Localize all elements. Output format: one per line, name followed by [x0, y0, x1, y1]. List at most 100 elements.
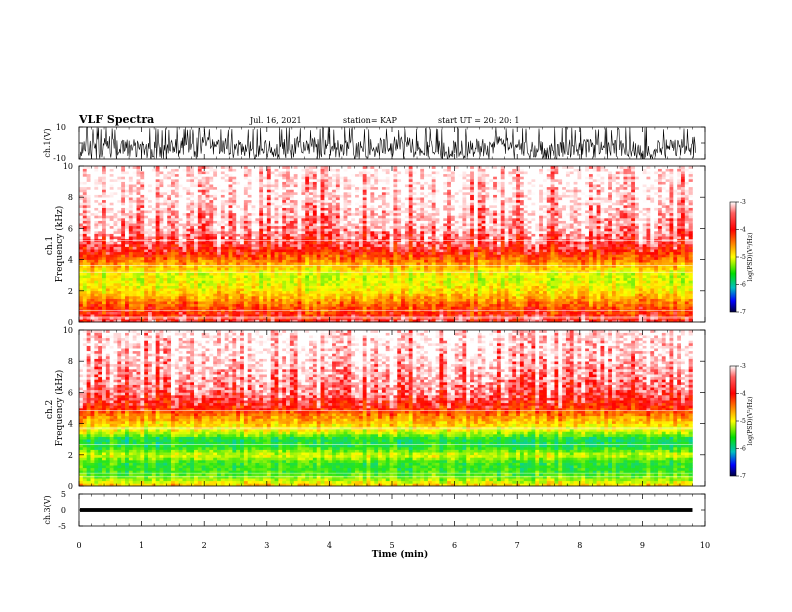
- ch1-spectrogram-cell: [470, 298, 475, 302]
- ch1-spectrogram-cell: [289, 257, 295, 260]
- ch1-spectrogram-cell: [404, 275, 410, 279]
- ch1-spectrogram-cell: [600, 251, 605, 255]
- ch1-spectrogram-cell: [301, 303, 306, 307]
- ch1-spectrogram-cell: [424, 251, 429, 255]
- ch1-spectrogram-cell: [140, 270, 145, 273]
- ch1-spectrogram-cell: [657, 314, 663, 318]
- ch1-spectrogram-cell: [293, 280, 298, 284]
- ch1-spectrogram-cell: [431, 262, 436, 266]
- ch1-spectrogram-cell: [485, 298, 490, 302]
- ch1-spectrogram-cell: [309, 249, 314, 253]
- ch1-spectrogram-cell: [247, 314, 252, 318]
- ch1-spectrogram-cell: [201, 259, 206, 263]
- ch1-spectrogram-cell: [201, 267, 206, 271]
- ch1-spectrogram-cell: [128, 259, 133, 263]
- ch1-spectrogram-cell: [604, 264, 609, 268]
- ch1-spectrogram-cell: [370, 249, 375, 253]
- ch1-spectrogram-cell: [217, 241, 222, 245]
- ch1-spectrogram-cell: [155, 277, 160, 281]
- ch1-spectrogram-cell: [289, 264, 295, 268]
- ch1-spectrogram-cell: [447, 249, 452, 253]
- ch1-spectrogram-cell: [385, 314, 390, 318]
- ch1-spectrogram-cell: [171, 277, 176, 281]
- ch1-spectrogram-cell: [197, 277, 202, 281]
- ch1-spectrogram-cell: [573, 262, 578, 266]
- ch1-spectrogram-cell: [569, 262, 574, 266]
- ch1-spectrogram-cell: [546, 246, 551, 250]
- ch1-spectrogram-cell: [680, 275, 686, 279]
- ch1-spectrogram-cell: [397, 254, 402, 258]
- ch1-spectrogram-cell: [286, 246, 291, 250]
- ch1-spectrogram-cell: [420, 275, 425, 279]
- ch1-spectrogram-cell: [351, 314, 356, 318]
- ch1-spectrogram-cell: [82, 298, 87, 302]
- ch1-spectrogram-cell: [634, 311, 640, 315]
- ch1-spectrogram-cell: [504, 283, 509, 286]
- ch1-spectrogram-cell: [677, 270, 682, 273]
- ch1-spectrogram-cell: [462, 259, 467, 263]
- ch1-spectrogram-cell: [665, 283, 670, 286]
- ch1-spectrogram-cell: [408, 283, 413, 286]
- ch1-spectrogram-cell: [343, 285, 348, 289]
- ch1-spectrogram-cell: [263, 257, 268, 260]
- ch1-spectrogram-cell: [665, 311, 670, 315]
- ch1-spectrogram-cell: [232, 264, 237, 268]
- ch1-spectrogram-cell: [608, 290, 613, 294]
- ch1-spectrogram-cell: [182, 259, 187, 263]
- ch1-spectrogram-cell: [385, 303, 390, 307]
- ch1-spectrogram-cell: [178, 246, 183, 250]
- ch1-spectrogram-cell: [136, 293, 141, 297]
- ch1-spectrogram-cell: [159, 306, 164, 310]
- ch1-spectrogram-cell: [328, 270, 333, 273]
- ch1-spectrogram-cell: [102, 257, 107, 260]
- ch1-spectrogram-cell: [178, 298, 183, 302]
- ch1-spectrogram-cell: [293, 298, 298, 302]
- ch1-spectrogram-cell: [121, 257, 126, 260]
- ch1-spectrogram-cell: [358, 251, 364, 255]
- ch1-spectrogram-cell: [650, 296, 655, 299]
- ch1-spectrogram-cell: [370, 288, 375, 292]
- ch1-spectrogram-cell: [470, 285, 475, 289]
- ch1-spectrogram-cell: [585, 293, 590, 297]
- ch1-spectrogram-cell: [109, 314, 114, 318]
- ch1-spectrogram-cell: [136, 319, 141, 323]
- ch1-spectrogram-cell: [201, 244, 206, 247]
- ch1-spectrogram-cell: [477, 314, 482, 318]
- ch1-spectrogram-cell: [623, 290, 628, 294]
- ch1-spectrogram-cell: [527, 288, 532, 292]
- ch1-spectrogram-cell: [627, 288, 632, 292]
- ch1-spectrogram-cell: [79, 306, 84, 310]
- ch1-spectrogram-cell: [573, 290, 578, 294]
- ch1-spectrogram-cell: [278, 257, 283, 260]
- ch1-spectrogram-cell: [458, 259, 463, 263]
- ch1-spectrogram-cell: [585, 259, 590, 263]
- ch1-spectrogram-cell: [596, 288, 601, 292]
- ch1-spectrogram-cell: [638, 298, 643, 302]
- ch1-spectrogram-cell: [301, 259, 306, 263]
- ch1-spectrogram-cell: [335, 293, 341, 297]
- ch1-spectrogram-cell: [680, 285, 686, 289]
- ch1-spectrogram-cell: [355, 241, 360, 245]
- ch1-spectrogram-cell: [297, 244, 302, 247]
- ch1-spectrogram-cell: [665, 288, 670, 292]
- ch1-spectrogram-cell: [466, 257, 471, 260]
- ch1-spectrogram-cell: [167, 277, 172, 281]
- ch1-spectrogram-cell: [389, 311, 394, 315]
- ch1-spectrogram-cell: [151, 267, 156, 271]
- ch1-spectrogram-cell: [220, 254, 225, 258]
- ch1-spectrogram-cell: [167, 246, 172, 250]
- ch1-spectrogram-cell: [539, 296, 544, 299]
- ch1-spectrogram-cell: [634, 306, 640, 310]
- ch1-spectrogram-cell: [608, 244, 613, 247]
- ch1-spectrogram-cell: [485, 285, 490, 289]
- ch1-spectrogram-cell: [393, 262, 398, 266]
- ch1-spectrogram-cell: [477, 275, 482, 279]
- ch1-spectrogram-cell: [646, 257, 651, 260]
- ch1-spectrogram-cell: [615, 249, 620, 253]
- ch1-spectrogram-cell: [217, 249, 222, 253]
- ch1-spectrogram-cell: [140, 254, 145, 258]
- ch1-spectrogram-cell: [623, 246, 628, 250]
- ch1-spectrogram-cell: [90, 301, 95, 305]
- ch1-spectrogram-cell: [657, 311, 663, 315]
- ch1-spectrogram-cell: [121, 254, 126, 258]
